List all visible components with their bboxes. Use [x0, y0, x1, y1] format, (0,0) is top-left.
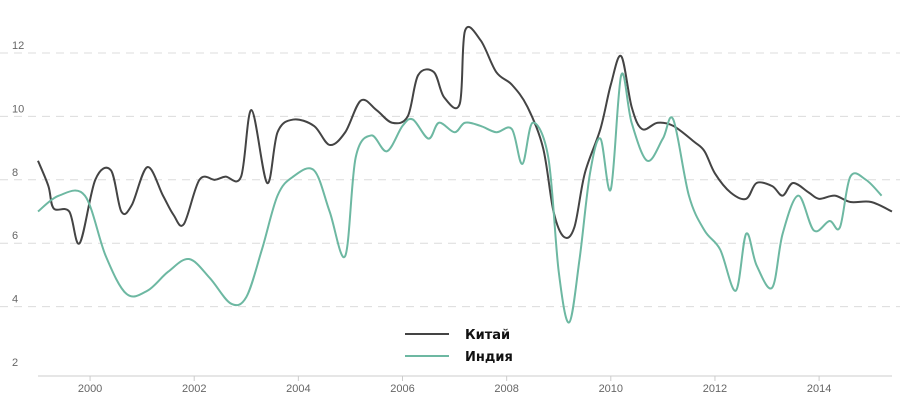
x-tick-label: 2012 — [703, 383, 727, 395]
x-tick-label: 2014 — [807, 383, 831, 395]
x-tick-label: 2000 — [78, 383, 102, 395]
y-tick-label: 10 — [12, 103, 24, 115]
y-tick-label: 4 — [12, 294, 18, 306]
series-group — [37, 25, 893, 324]
x-tick-label: 2004 — [286, 383, 310, 395]
x-axis: 2000 2002 2004 2006 2008 2010 2012 2014 — [78, 376, 831, 395]
legend: Китай Индия — [405, 328, 513, 365]
series-line-china — [37, 25, 893, 245]
y-tick-label: 2 — [12, 357, 18, 369]
x-tick-label: 2002 — [182, 383, 206, 395]
y-tick-label: 6 — [12, 230, 18, 242]
y-tick-label: 12 — [12, 40, 24, 52]
y-tick-label: 8 — [12, 167, 18, 179]
x-tick-label: 2008 — [494, 383, 518, 395]
grid — [0, 52, 900, 308]
series-line-india — [37, 72, 883, 324]
legend-label-india: Индия — [465, 350, 513, 365]
x-tick-label: 2006 — [390, 383, 414, 395]
y-axis: 2 4 6 8 10 12 — [12, 40, 24, 369]
legend-label-china: Китай — [465, 328, 510, 343]
x-tick-label: 2010 — [599, 383, 623, 395]
